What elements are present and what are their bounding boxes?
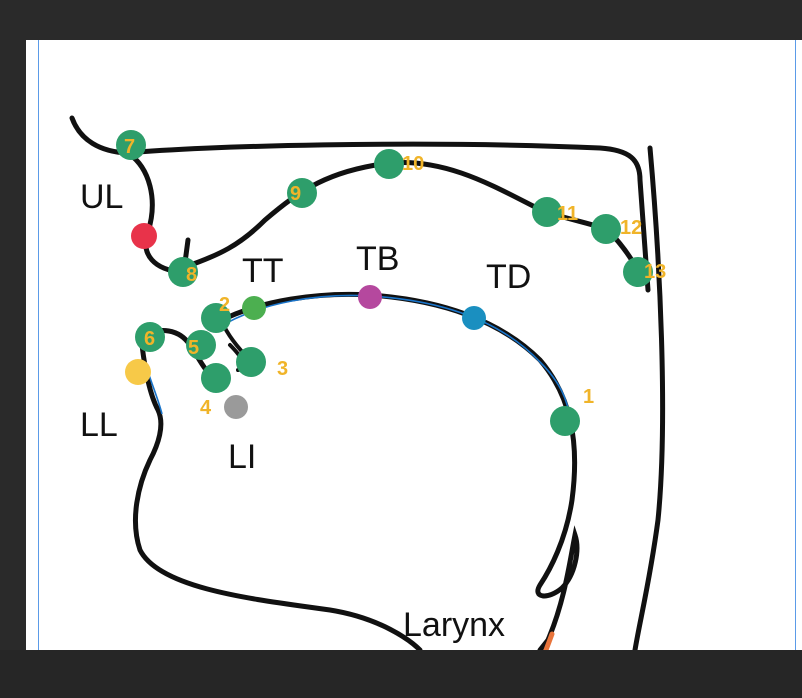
point-number-3: 3: [277, 358, 288, 380]
sensor-dot-9: [287, 178, 317, 208]
sensor-dot-3: [236, 347, 266, 377]
tongue-sensor-trace: [217, 294, 571, 421]
window-bottom-bar: [0, 650, 802, 698]
sensor-dot-7: [116, 130, 146, 160]
sensor-dot-5: [186, 330, 216, 360]
point-number-11: 11: [557, 203, 578, 225]
landmark-dot-ul: [131, 223, 157, 249]
label-td: TD: [486, 258, 531, 296]
point-number-6: 6: [144, 328, 155, 350]
window-left-bar: [0, 40, 26, 650]
tongue-contour: [215, 291, 580, 650]
point-number-13: 13: [644, 261, 666, 283]
point-number-7: 7: [124, 136, 135, 158]
sensor-dot-2: [201, 303, 231, 333]
point-number-8: 8: [186, 264, 197, 286]
landmark-dot-li: [224, 395, 248, 419]
label-li: LI: [228, 438, 256, 476]
larynx-accent: [543, 631, 555, 650]
point-number-10: 10: [402, 153, 424, 175]
point-number-1: 1: [583, 386, 594, 408]
point-number-4: 4: [200, 397, 212, 419]
point-number-12: 12: [620, 217, 642, 239]
label-larynx: Larynx: [403, 606, 505, 644]
landmark-dot-td: [462, 306, 486, 330]
drawing-canvas: 1 2 3 4 5 6 7 8 9 10 11 12 13 UL LL LI T…: [26, 40, 802, 650]
guide-line-right: [795, 40, 796, 650]
sensor-dot-1: [550, 406, 580, 436]
point-number-2: 2: [219, 294, 230, 316]
sensor-dot-4: [201, 363, 231, 393]
label-ll: LL: [80, 406, 118, 444]
point-number-9: 9: [290, 183, 301, 205]
point-number-5: 5: [188, 337, 199, 359]
landmark-dot-tb: [358, 285, 382, 309]
sensor-dot-13: [623, 257, 653, 287]
sensor-dot-6: [135, 322, 165, 352]
sensor-dot-10: [374, 149, 404, 179]
sensor-dot-11: [532, 197, 562, 227]
pharyngeal-wall: [632, 145, 666, 650]
sensor-dot-8: [168, 257, 198, 287]
label-tt: TT: [242, 252, 284, 290]
upper-lip-outline: [125, 150, 185, 275]
palate-outline: [69, 115, 651, 293]
label-tb: TB: [356, 240, 399, 278]
guide-line-left: [38, 40, 39, 650]
vocal-tract-diagram: 1 2 3 4 5 6 7 8 9 10 11 12 13 UL LL LI T…: [69, 115, 666, 650]
window-top-bar: [0, 0, 802, 40]
landmark-dot-tt: [242, 296, 266, 320]
sensor-dot-12: [591, 214, 621, 244]
landmark-dot-ll: [125, 359, 151, 385]
label-ul: UL: [80, 178, 123, 216]
